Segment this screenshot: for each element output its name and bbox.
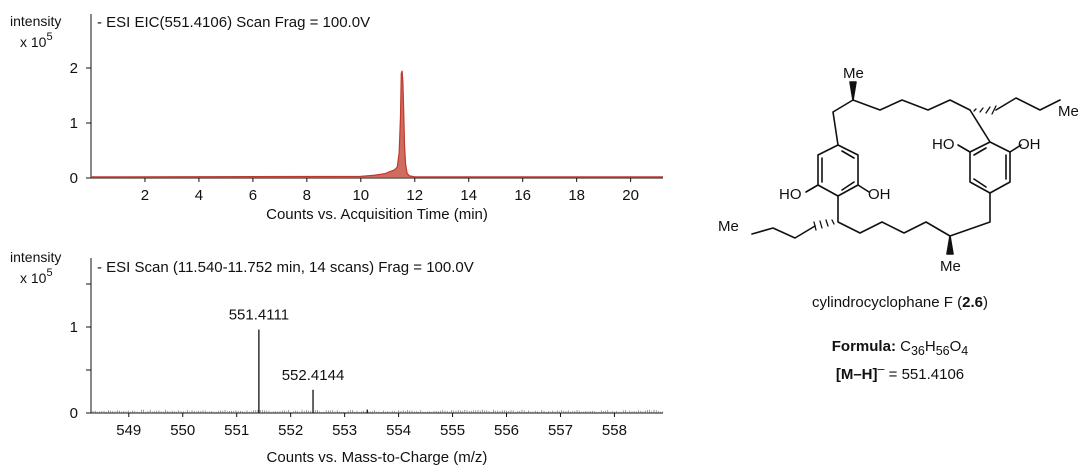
peak-label: 551.4111: [229, 307, 289, 324]
stereo-hash: [813, 219, 835, 231]
y-tick-label: 1: [70, 115, 78, 132]
x-axis-label: Counts vs. Acquisition Time (min): [266, 206, 488, 223]
y-axis-label-line1: intensity: [10, 249, 61, 265]
x-tick-label: 550: [170, 422, 195, 439]
formula-line: Formula: C36H56O4: [740, 338, 1060, 358]
x-tick-label: 8: [303, 187, 311, 204]
left-butyl-chain: [751, 225, 816, 239]
x-tick-label: 10: [352, 187, 369, 204]
y-tick-label: 2: [70, 60, 78, 77]
x-tick-label: 549: [116, 422, 141, 439]
y-tick-label: 1: [70, 319, 78, 336]
x-tick-label: 555: [440, 422, 465, 439]
compound-name-close: ): [982, 294, 988, 311]
y-ticks: 0 1 2: [70, 60, 91, 187]
x-ticks: 2 4 6 8 10 12 14 16 18 20: [141, 178, 639, 204]
x-tick-label: 6: [249, 187, 257, 204]
chemical-structure: [751, 81, 1061, 255]
mass-spectrum-chart: intensity x 105 - ESI Scan (11.540-11.75…: [10, 249, 664, 465]
right-ring-inner-bond: [973, 147, 987, 156]
y-ticks: 01: [70, 283, 91, 422]
x-tick-label: 556: [494, 422, 519, 439]
y-tick-label: 0: [70, 405, 78, 422]
left-ring-inner-bond: [841, 150, 855, 159]
x-tick-label: 12: [406, 187, 423, 204]
formula-label: Formula:: [831, 338, 896, 355]
right-butyl-chain: [995, 97, 1061, 111]
lower-macrocycle-chain: [837, 192, 991, 237]
ion-value: = 551.4106: [884, 366, 965, 383]
peaks: 551.4111 552.4144: [229, 307, 368, 413]
baseline-noise: [92, 409, 664, 413]
ion-charge: –: [877, 362, 885, 376]
oh-bond: [857, 184, 870, 193]
hydroxyl-label: HO: [779, 186, 802, 203]
oh-bond: [1009, 144, 1022, 153]
hydroxyl-label: OH: [868, 186, 891, 203]
compound-name: cylindrocyclophane F (2.6): [740, 294, 1060, 311]
chart-title: - ESI Scan (11.540-11.752 min, 14 scans)…: [97, 259, 474, 276]
left-ring-inner-bond: [841, 181, 855, 191]
x-tick-label: 18: [568, 187, 585, 204]
eic-line: [90, 70, 663, 178]
hydroxyl-label: HO: [932, 136, 955, 153]
ion-label: [M–H]: [835, 366, 878, 383]
noise-path: [92, 409, 664, 413]
ion-line: [M–H]– = 551.4106: [740, 362, 1060, 383]
compound-number: 2.6: [962, 294, 983, 311]
stereo-wedge: [849, 81, 857, 101]
methyl-label: Me: [718, 218, 739, 235]
right-ring-inner-bond: [973, 178, 987, 188]
stereo-hash: [973, 105, 997, 115]
x-tick-label: 2: [141, 187, 149, 204]
x-tick-label: 558: [602, 422, 627, 439]
eic-area: [91, 70, 663, 178]
x-tick-label: 552: [278, 422, 303, 439]
peak-label: 552.4144: [282, 367, 345, 384]
y-axis-label-line1: intensity: [10, 13, 61, 29]
hydroxyl-label: OH: [1018, 136, 1041, 153]
x-tick-label: 20: [622, 187, 639, 204]
x-tick-label: 16: [514, 187, 531, 204]
y-axis-label-line2: x 105: [20, 31, 53, 50]
x-axis-label: Counts vs. Mass-to-Charge (m/z): [267, 449, 488, 465]
upper-macrocycle-chain: [832, 99, 991, 146]
x-tick-label: 557: [548, 422, 573, 439]
oh-bond: [805, 184, 819, 193]
oh-bond: [957, 144, 971, 153]
methyl-label: Me: [1058, 103, 1079, 120]
x-tick-label: 553: [332, 422, 357, 439]
methyl-label: Me: [940, 258, 961, 275]
left-benzene-ring: [817, 144, 859, 197]
methyl-label: Me: [843, 65, 864, 82]
formula-value: C36H56O4: [900, 338, 969, 358]
structure-labels: Me Me HO OH HO OH Me Me: [718, 65, 1079, 275]
y-tick-label: 0: [70, 170, 78, 187]
x-tick-label: 551: [224, 422, 249, 439]
right-benzene-ring: [969, 141, 1011, 194]
stereo-wedge: [946, 235, 954, 255]
chart-title: - ESI EIC(551.4106) Scan Frag = 100.0V: [97, 14, 370, 31]
x-ticks: 549 550 551 552 553 554 555 556 557 558: [116, 413, 627, 439]
x-tick-label: 554: [386, 422, 411, 439]
y-axis-label-line2: x 105: [20, 267, 53, 286]
eic-trace: [90, 70, 663, 178]
compound-name-text: cylindrocyclophane F (: [812, 294, 963, 311]
x-tick-label: 4: [195, 187, 203, 204]
x-tick-label: 14: [460, 187, 477, 204]
eic-chart: intensity x 105 - ESI EIC(551.4106) Scan…: [10, 13, 663, 223]
